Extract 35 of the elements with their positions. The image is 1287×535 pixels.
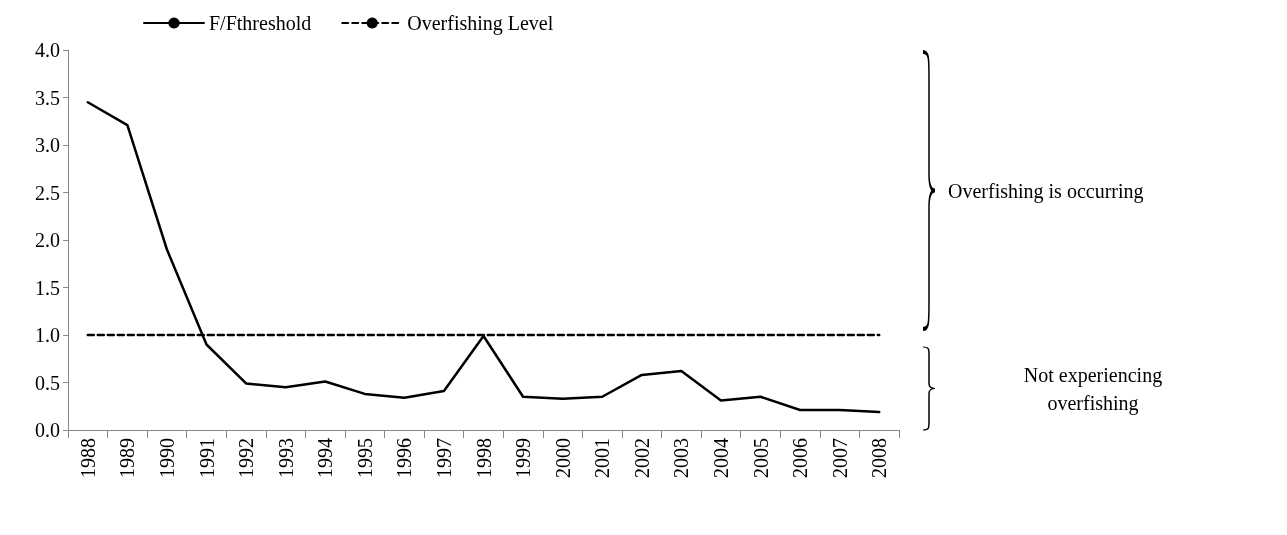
y-tick-label: 0.0 [35, 419, 60, 441]
x-tick-label: 1989 [116, 438, 139, 478]
x-tick-label: 1997 [432, 438, 455, 478]
x-tick-label: 1993 [274, 438, 297, 478]
y-tick-label: 1.5 [35, 276, 60, 299]
x-tick-label: 1992 [235, 438, 258, 478]
x-tick-label: 1995 [353, 438, 376, 478]
y-tick-label: 2.5 [35, 181, 60, 204]
text: Not experiencing overfishing [1023, 363, 1163, 415]
x-tick-label: 2004 [709, 438, 732, 478]
y-tick-label: 4.0 [35, 39, 60, 61]
x-tick-label: 1990 [155, 438, 178, 478]
x-tick-label: 1994 [314, 438, 337, 478]
y-tick-label: 0.5 [35, 371, 60, 394]
x-tick-label: 2000 [551, 438, 574, 478]
x-tick-label: 1988 [76, 438, 99, 478]
x-tick-label: 1998 [472, 438, 495, 478]
y-tick-label: 2.0 [35, 229, 60, 251]
legend-label: F/Fthreshold [209, 12, 312, 34]
x-tick-label: 2001 [591, 438, 614, 478]
text: Overfishing is occurring [948, 179, 1144, 203]
x-tick-label: 2005 [749, 438, 772, 478]
x-tick-label: 2007 [828, 438, 851, 478]
y-tick-label: 3.5 [35, 86, 60, 109]
x-tick-label: 2002 [630, 438, 653, 478]
x-tick-label: 1996 [393, 438, 416, 478]
x-tick-label: 2003 [670, 438, 693, 478]
y-tick-label: 1.0 [35, 324, 60, 346]
x-tick-label: 1991 [195, 438, 218, 478]
y-tick-label: 3.0 [35, 134, 60, 156]
line-series [86, 101, 881, 414]
x-tick-label: 2006 [789, 438, 812, 478]
legend-label: Overfishing Level [407, 12, 554, 35]
x-tick-label: 2008 [868, 438, 891, 478]
x-tick-label: 1999 [512, 438, 535, 478]
